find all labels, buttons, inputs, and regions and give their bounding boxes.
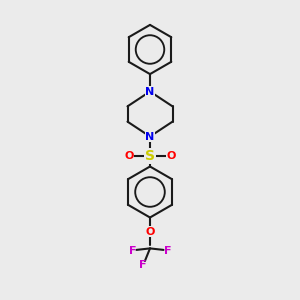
Text: O: O <box>124 151 134 161</box>
Text: O: O <box>145 227 155 237</box>
Text: F: F <box>139 260 146 270</box>
Text: N: N <box>146 131 154 142</box>
Text: N: N <box>146 86 154 97</box>
Text: S: S <box>145 149 155 163</box>
Text: F: F <box>164 246 171 256</box>
Text: F: F <box>129 246 136 256</box>
Text: O: O <box>166 151 176 161</box>
